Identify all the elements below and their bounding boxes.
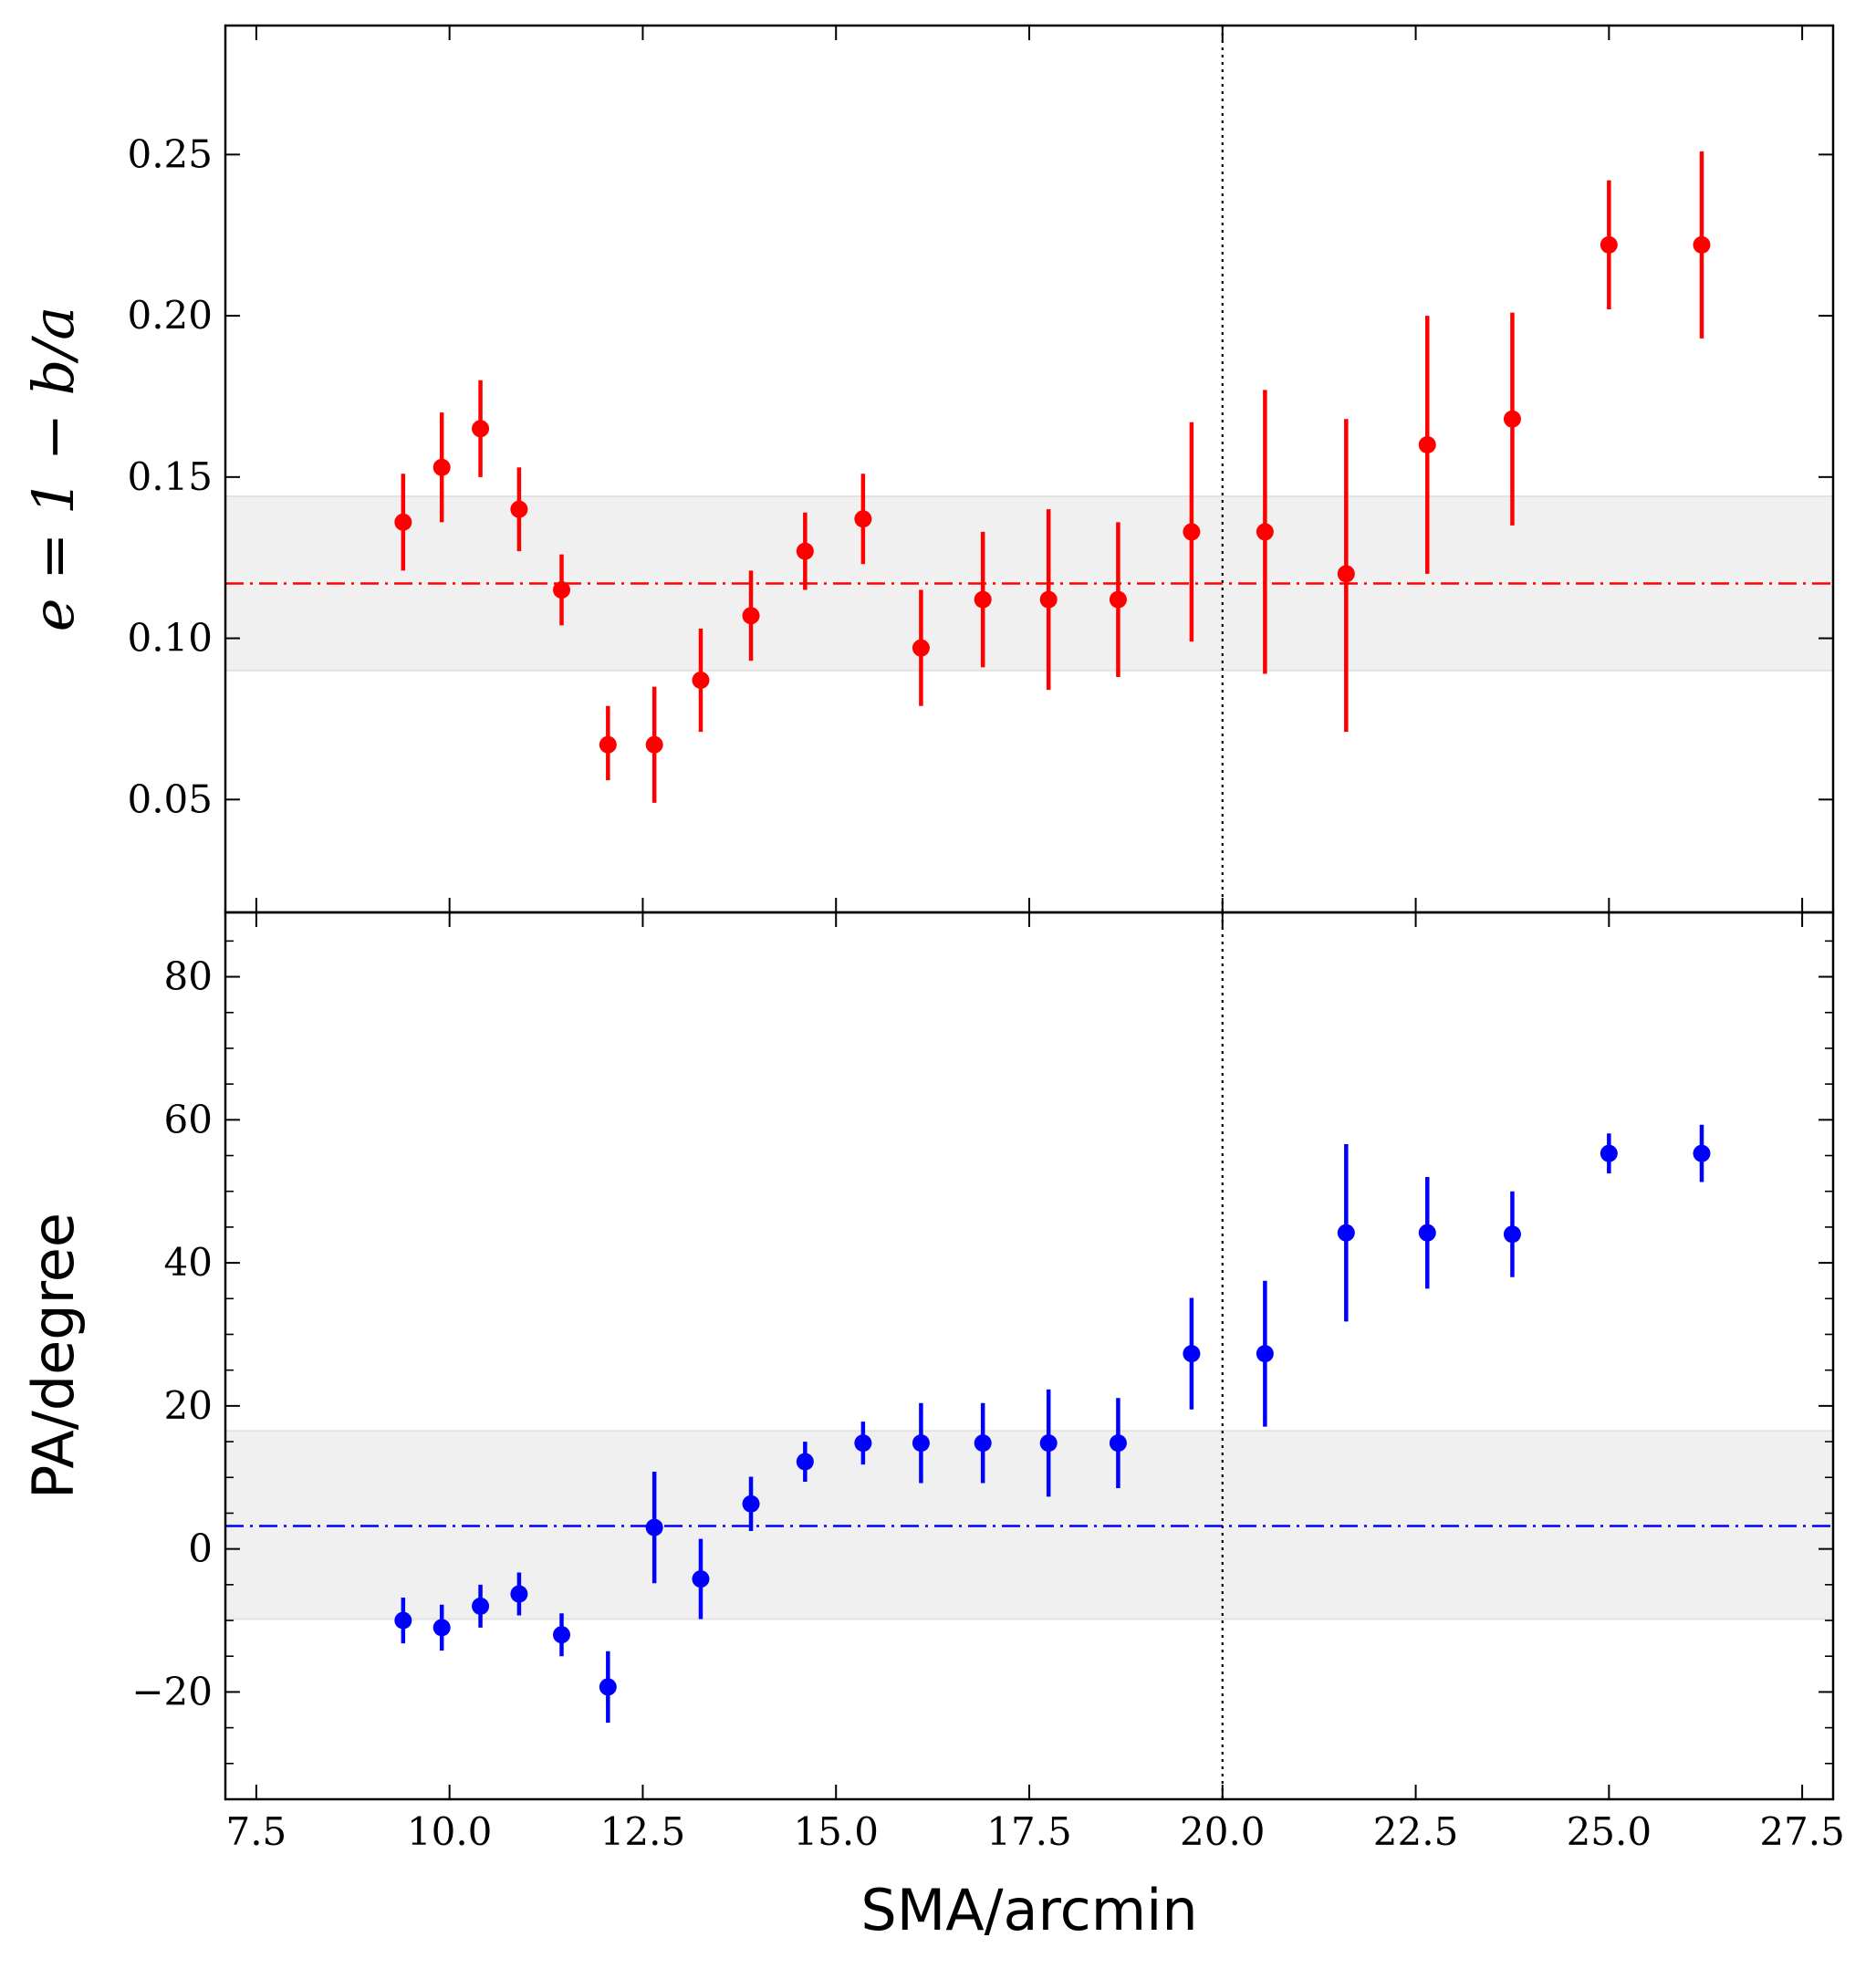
ellipticity-data-point	[796, 542, 814, 560]
ellipticity-data-point	[1693, 235, 1711, 254]
position-angle-data-point	[472, 1597, 490, 1615]
ellipticity-data-point	[552, 581, 570, 599]
ellipticity-data-point	[1109, 590, 1127, 609]
ellipticity-ytick-label: 0.25	[127, 131, 213, 176]
position-angle-ytick-label: 80	[164, 954, 213, 999]
position-angle-ytick-label: 20	[164, 1383, 213, 1428]
ellipticity-data-point	[742, 607, 760, 625]
ellipticity-data-point	[510, 500, 528, 518]
ellipticity-data-point	[1039, 590, 1058, 609]
position-angle-data-point	[1693, 1144, 1711, 1162]
ellipticity-ytick-label: 0.15	[127, 454, 213, 499]
ellipticity-lines-layer	[225, 26, 1833, 912]
position-angle-points-layer	[394, 1124, 1711, 1724]
position-angle-data-point	[796, 1453, 814, 1471]
position-angle-data-point	[1039, 1434, 1058, 1453]
position-angle-ytick-label: −20	[131, 1669, 213, 1713]
position-angle-axis-label: PA/degree	[20, 1213, 87, 1499]
position-angle-data-point	[692, 1570, 710, 1588]
sma-xtick-label: 15.0	[793, 1809, 879, 1854]
ellipticity-data-point	[974, 590, 992, 609]
ellipticity-data-point	[1600, 235, 1618, 254]
position-angle-data-point	[599, 1678, 617, 1696]
position-angle-data-point	[394, 1611, 412, 1630]
ellipticity-ticks-layer: 0.05 0.10 0.15 0.20 0.25	[127, 26, 1833, 912]
ellipticity-data-point	[854, 510, 872, 528]
position-angle-data-point	[510, 1585, 528, 1603]
ellipticity-data-point	[1337, 565, 1355, 583]
ellipticity-data-point	[645, 735, 663, 754]
ellipticity-data-point	[912, 639, 930, 657]
sma-xtick-label: 7.5	[225, 1809, 287, 1854]
position-angle-ytick-label: 0	[188, 1526, 213, 1571]
sma-xtick-label: 10.0	[407, 1809, 493, 1854]
sma-xtick-label: 27.5	[1759, 1809, 1845, 1854]
ellipticity-data-point	[1183, 523, 1201, 541]
position-angle-ytick-label: 40	[164, 1240, 213, 1285]
ellipticity-data-point	[1256, 523, 1274, 541]
sma-xtick-label: 25.0	[1567, 1809, 1652, 1854]
ellipticity-data-point	[599, 735, 617, 754]
sma-axis-label: SMA/arcmin	[860, 1877, 1197, 1943]
sma-xtick-label: 22.5	[1373, 1809, 1459, 1854]
position-angle-data-point	[552, 1626, 570, 1644]
ellipticity-data-point	[394, 513, 412, 531]
ellipticity-points-layer	[394, 151, 1711, 803]
position-angle-data-point	[912, 1434, 930, 1453]
position-angle-data-point	[1109, 1434, 1127, 1453]
position-angle-data-point	[645, 1518, 663, 1536]
ellipticity-ytick-label: 0.10	[127, 616, 213, 661]
ellipticity-ytick-label: 0.05	[127, 776, 213, 821]
ellipticity-data-point	[692, 672, 710, 690]
position-angle-ticks-layer: −20 0 20 40 60 80 7.5 10.0 12.5 15.0 17.5 20.0 22.5 2…	[131, 912, 1845, 1854]
position-angle-panel: −20 0 20 40 60 80 7.5 10.0 12.5 15.0 17.5 20.0 22.5 2…	[20, 911, 1845, 1854]
ellipticity-axis-label: e = 1 − b/a	[20, 307, 87, 631]
ellipticity-plot-frame	[224, 24, 1835, 914]
sma-xtick-label: 20.0	[1180, 1809, 1266, 1854]
position-angle-ytick-label: 60	[164, 1097, 213, 1141]
position-angle-data-point	[433, 1619, 451, 1637]
ellipticity-data-point	[433, 458, 451, 476]
position-angle-data-point	[1256, 1345, 1274, 1363]
ellipticity-data-point	[1503, 410, 1521, 428]
ellipticity-ytick-label: 0.20	[127, 293, 213, 338]
position-angle-data-point	[1418, 1224, 1436, 1242]
position-angle-data-point	[1337, 1224, 1355, 1242]
ellipticity-data-point	[1418, 435, 1436, 453]
ellipticity-data-point	[472, 420, 490, 438]
sma-xtick-label: 12.5	[600, 1809, 686, 1854]
position-angle-data-point	[1503, 1225, 1521, 1244]
position-angle-plot-frame	[224, 911, 1835, 1801]
position-angle-lines-layer	[225, 912, 1833, 1799]
position-angle-data-point	[742, 1495, 760, 1513]
position-angle-data-point	[1600, 1144, 1618, 1162]
sma-xtick-label: 17.5	[986, 1809, 1072, 1854]
position-angle-data-point	[854, 1434, 872, 1453]
ellipticity-panel: 0.05 0.10 0.15 0.20 0.25 e = 1 − b/a	[20, 24, 1835, 914]
position-angle-data-point	[974, 1434, 992, 1453]
position-angle-data-point	[1183, 1345, 1201, 1363]
